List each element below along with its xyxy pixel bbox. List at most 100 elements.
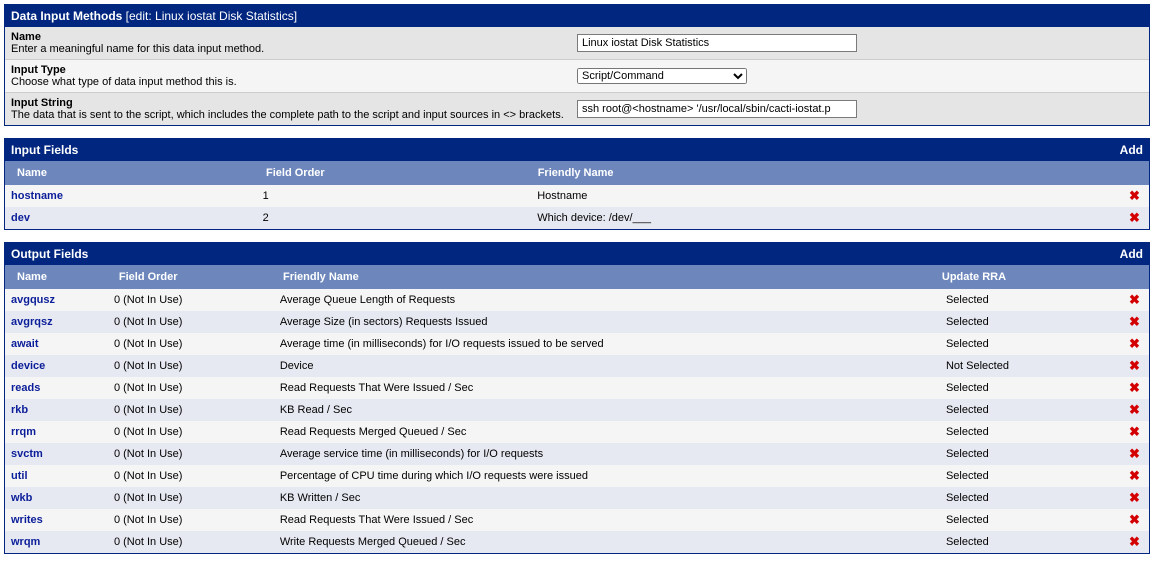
add-output-field-link[interactable]: Add: [1120, 247, 1143, 261]
field-order: 0 (Not In Use): [108, 401, 274, 419]
update-rra: Selected: [940, 291, 1123, 309]
friendly-name: Average service time (in milliseconds) f…: [274, 445, 940, 463]
output-field-link[interactable]: svctm: [11, 448, 43, 460]
input-field-link[interactable]: dev: [11, 212, 30, 224]
delete-icon[interactable]: ✖: [1129, 468, 1146, 483]
delete-icon[interactable]: ✖: [1129, 314, 1146, 329]
field-order: 0 (Not In Use): [108, 379, 274, 397]
field-order: 0 (Not In Use): [108, 357, 274, 375]
field-order: 0 (Not In Use): [108, 533, 274, 551]
friendly-name: Read Requests Merged Queued / Sec: [274, 423, 940, 441]
add-input-field-link[interactable]: Add: [1120, 143, 1143, 157]
delete-icon[interactable]: ✖: [1129, 490, 1146, 505]
update-rra: Selected: [940, 313, 1123, 331]
input-field-link[interactable]: hostname: [11, 190, 63, 202]
friendly-name: Average Queue Length of Requests: [274, 291, 940, 309]
input-fields-title: Input Fields: [11, 143, 78, 157]
table-row: rrqm 0 (Not In Use)Read Requests Merged Q…: [5, 421, 1149, 443]
update-rra: Selected: [940, 423, 1123, 441]
field-order: 0 (Not In Use): [108, 423, 274, 441]
input-string-input[interactable]: [577, 100, 857, 118]
output-field-link[interactable]: await: [11, 338, 39, 350]
form-desc: Choose what type of data input method th…: [11, 76, 577, 88]
update-rra: Not Selected: [940, 357, 1123, 375]
delete-icon[interactable]: ✖: [1129, 424, 1146, 439]
table-row: hostname1Hostname✖: [5, 185, 1149, 207]
table-row: svctm 0 (Not In Use)Average service time …: [5, 443, 1149, 465]
form-desc: Enter a meaningful name for this data in…: [11, 43, 577, 55]
col-header-name: Name: [11, 268, 113, 286]
table-row: dev2Which device: /dev/___✖: [5, 207, 1149, 229]
friendly-name: Device: [274, 357, 940, 375]
table-row: avgqusz0 (Not In Use)Average Queue Lengt…: [5, 289, 1149, 311]
col-header-friendly: Friendly Name: [532, 164, 1117, 182]
update-rra: Selected: [940, 335, 1123, 353]
output-field-link[interactable]: rkb: [11, 404, 28, 416]
friendly-name: Average time (in milliseconds) for I/O r…: [274, 335, 940, 353]
table-row: await0 (Not In Use)Average time (in mill…: [5, 333, 1149, 355]
form-row: NameEnter a meaningful name for this dat…: [5, 27, 1149, 60]
delete-icon[interactable]: ✖: [1129, 188, 1146, 203]
table-row: writes 0 (Not In Use)Read Requests That W…: [5, 509, 1149, 531]
table-row: reads 0 (Not In Use)Read Requests That We…: [5, 377, 1149, 399]
delete-icon[interactable]: ✖: [1129, 380, 1146, 395]
delete-icon[interactable]: ✖: [1129, 358, 1146, 373]
update-rra: Selected: [940, 467, 1123, 485]
delete-icon[interactable]: ✖: [1129, 336, 1146, 351]
field-order: 0 (Not In Use): [108, 467, 274, 485]
table-row: util0 (Not In Use)Percentage of CPU time…: [5, 465, 1149, 487]
delete-icon[interactable]: ✖: [1129, 446, 1146, 461]
name-input[interactable]: [577, 34, 857, 52]
friendly-name: Read Requests That Were Issued / Sec: [274, 379, 940, 397]
panel-edit-suffix: [edit: Linux iostat Disk Statistics]: [126, 9, 297, 23]
delete-icon[interactable]: ✖: [1129, 402, 1146, 417]
form-row: Input TypeChoose what type of data input…: [5, 60, 1149, 93]
table-row: wkb0 (Not In Use)KB Written / SecSelecte…: [5, 487, 1149, 509]
delete-icon[interactable]: ✖: [1129, 292, 1146, 307]
field-order: 0 (Not In Use): [108, 313, 274, 331]
output-field-link[interactable]: avgrqsz: [11, 316, 53, 328]
form-label: Input Type: [11, 64, 577, 76]
data-input-methods-panel: Data Input Methods [edit: Linux iostat D…: [4, 4, 1150, 126]
delete-icon[interactable]: ✖: [1129, 210, 1146, 225]
panel-header-input-fields: Input Fields Add: [5, 139, 1149, 161]
update-rra: Selected: [940, 511, 1123, 529]
friendly-name: Which device: /dev/___: [531, 209, 1123, 227]
friendly-name: KB Written / Sec: [274, 489, 940, 507]
field-order: 0 (Not In Use): [108, 445, 274, 463]
update-rra: Selected: [940, 379, 1123, 397]
table-row: wrqm 0 (Not In Use)Write Requests Merged …: [5, 531, 1149, 553]
update-rra: Selected: [940, 401, 1123, 419]
col-header-order: Field Order: [113, 268, 277, 286]
output-fields-panel: Output Fields Add Name Field Order Frien…: [4, 242, 1150, 554]
output-field-link[interactable]: rrqm: [11, 426, 36, 438]
form-label: Input String: [11, 97, 577, 109]
table-row: device 0 (Not In Use)DeviceNot Selected ✖: [5, 355, 1149, 377]
table-row: avgrqsz 0 (Not In Use)Average Size (in se…: [5, 311, 1149, 333]
output-fields-title: Output Fields: [11, 247, 88, 261]
delete-icon[interactable]: ✖: [1129, 534, 1146, 549]
input-type-select[interactable]: Script/Command: [577, 68, 747, 84]
table-row: rkb 0 (Not In Use)KB Read / SecSelected ✖: [5, 399, 1149, 421]
input-fields-subheader: Name Field Order Friendly Name: [5, 161, 1149, 185]
output-field-link[interactable]: device: [11, 360, 45, 372]
friendly-name: Read Requests That Were Issued / Sec: [274, 511, 940, 529]
panel-header-main: Data Input Methods [edit: Linux iostat D…: [5, 5, 1149, 27]
friendly-name: Write Requests Merged Queued / Sec: [274, 533, 940, 551]
output-field-link[interactable]: avgqusz: [11, 294, 55, 306]
friendly-name: KB Read / Sec: [274, 401, 940, 419]
col-header-order: Field Order: [260, 164, 532, 182]
delete-icon[interactable]: ✖: [1129, 512, 1146, 527]
panel-header-output-fields: Output Fields Add: [5, 243, 1149, 265]
output-field-link[interactable]: wkb: [11, 492, 32, 504]
output-field-link[interactable]: reads: [11, 382, 40, 394]
update-rra: Selected: [940, 533, 1123, 551]
field-order: 0 (Not In Use): [108, 489, 274, 507]
friendly-name: Average Size (in sectors) Requests Issue…: [274, 313, 940, 331]
output-field-link[interactable]: writes: [11, 514, 43, 526]
col-header-name: Name: [11, 164, 260, 182]
output-field-link[interactable]: util: [11, 470, 28, 482]
field-order: 0 (Not In Use): [108, 511, 274, 529]
form-desc: The data that is sent to the script, whi…: [11, 109, 577, 121]
output-field-link[interactable]: wrqm: [11, 536, 40, 548]
